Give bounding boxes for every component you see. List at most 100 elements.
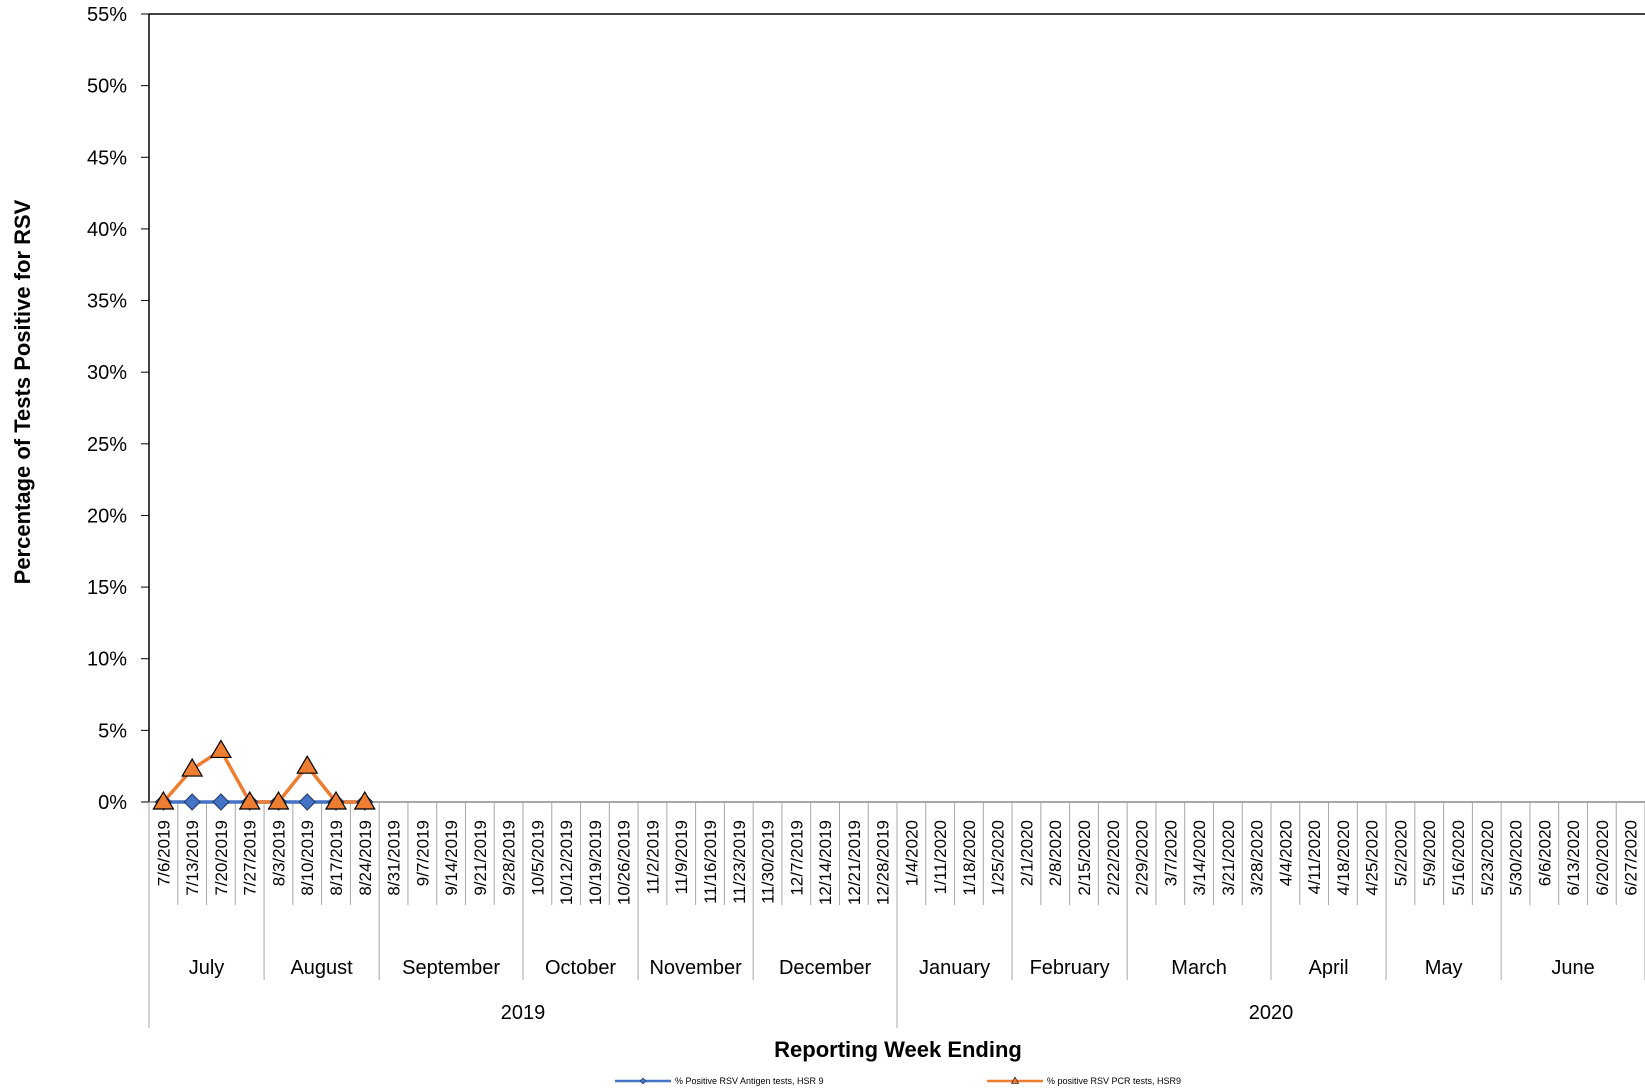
x-tick-label: 5/23/2020	[1478, 820, 1497, 896]
legend: % Positive RSV Antigen tests, HSR 9 % pos…	[615, 1076, 1181, 1086]
x-tick-label: 9/14/2019	[442, 820, 461, 896]
x-tick-label: 12/28/2019	[874, 820, 893, 905]
year-label: 2020	[1249, 1002, 1294, 1024]
x-tick-label: 1/25/2020	[989, 820, 1008, 896]
month-label: December	[779, 957, 872, 979]
x-tick-label: 1/4/2020	[902, 820, 921, 886]
x-tick-label: 11/2/2019	[643, 820, 662, 894]
x-tick-label: 6/13/2020	[1564, 820, 1583, 896]
pcr-point	[238, 790, 261, 810]
y-tick-label: 20%	[87, 505, 127, 527]
x-tick-label: 5/30/2020	[1507, 820, 1526, 896]
plot-frame	[148, 13, 1645, 803]
x-tick-label: 6/20/2020	[1593, 820, 1612, 896]
pcr-point	[324, 790, 348, 810]
month-label: October	[545, 957, 616, 979]
x-tick-label: 12/7/2019	[787, 820, 806, 896]
y-tick-label: 25%	[87, 434, 127, 456]
x-tick-label: 7/13/2019	[183, 820, 202, 896]
pcr-point	[209, 739, 232, 759]
x-tick-label: 8/31/2019	[385, 820, 404, 896]
x-tick-label: 10/12/2019	[557, 820, 576, 905]
x-tick-label: 2/29/2020	[1133, 820, 1152, 896]
x-tick-label: 7/27/2019	[241, 820, 260, 896]
y-axis-title: Percentage of Tests Positive for RSV	[10, 199, 35, 584]
x-axis: 7/6/2019 7/13/2019 7/20/2019 7/27/2019 8/3/2…	[148, 802, 1645, 1028]
month-label: September	[402, 957, 500, 979]
x-tick-label: 3/7/2020	[1161, 820, 1180, 886]
x-tick-label: 4/18/2020	[1334, 820, 1353, 896]
pcr-point	[353, 790, 376, 810]
month-label: November	[649, 957, 742, 979]
x-tick-label: 11/30/2019	[759, 820, 778, 904]
month-label: May	[1425, 957, 1463, 979]
x-tick-label: 11/9/2019	[672, 820, 691, 894]
x-tick-label: 4/4/2020	[1276, 820, 1295, 886]
x-tick-label: 8/10/2019	[298, 820, 317, 896]
x-tick-label: 2/22/2020	[1104, 820, 1123, 896]
y-tick-label: 55%	[87, 4, 127, 26]
antigen-point	[298, 793, 316, 811]
x-tick-label: 12/21/2019	[845, 820, 864, 905]
x-tick-label: 3/21/2020	[1219, 820, 1238, 896]
x-tick-label: 10/19/2019	[586, 820, 605, 905]
year-label: 2019	[501, 1002, 546, 1024]
y-tick-label: 30%	[87, 362, 127, 384]
x-tick-label: 10/26/2019	[615, 820, 634, 905]
x-tick-label: 1/18/2020	[960, 820, 979, 896]
x-tick-label: 11/16/2019	[701, 820, 720, 904]
x-tick-label: 8/17/2019	[327, 820, 346, 896]
x-tick-label: 5/16/2020	[1449, 820, 1468, 896]
y-tick-label: 15%	[87, 577, 127, 599]
x-tick-label: 5/9/2020	[1420, 820, 1439, 886]
legend-label-2: % positive RSV PCR tests, HSR9	[1047, 1076, 1181, 1086]
month-label: June	[1551, 957, 1594, 979]
month-label: April	[1309, 957, 1349, 979]
x-tick-label: 2/1/2020	[1017, 820, 1036, 886]
x-tick-label: 9/28/2019	[500, 820, 519, 896]
y-tick-label: 40%	[87, 219, 127, 241]
legend-label-1: % Positive RSV Antigen tests, HSR 9	[675, 1076, 824, 1086]
month-label: January	[919, 957, 990, 979]
pcr-point	[181, 757, 204, 777]
y-tick-label: 45%	[87, 147, 127, 169]
x-tick-label: 6/27/2020	[1622, 820, 1641, 896]
month-label: August	[290, 957, 353, 979]
y-tick-label: 10%	[87, 649, 127, 671]
x-tick-label: 4/25/2020	[1363, 820, 1382, 896]
x-tick-label: 3/14/2020	[1190, 820, 1209, 896]
y-axis: 0% 5% 10% 15% 20% 25% 30% 35% 40% 45% 50% 55%	[87, 4, 149, 814]
pcr-point	[267, 790, 290, 810]
y-tick-label: 5%	[98, 720, 127, 742]
x-tick-label: 5/2/2020	[1391, 820, 1410, 886]
x-tick-label: 8/24/2019	[356, 820, 375, 896]
month-label: February	[1030, 957, 1110, 979]
x-tick-label: 10/5/2019	[528, 820, 547, 896]
series-line-2	[162, 748, 365, 804]
x-tick-label: 9/21/2019	[471, 820, 490, 896]
antigen-point	[212, 793, 230, 811]
x-axis-title: Reporting Week Ending	[774, 1037, 1022, 1062]
pcr-point	[296, 754, 319, 774]
x-tick-label: 9/7/2019	[413, 820, 432, 886]
month-label: July	[189, 957, 225, 979]
legend-diamond-icon	[639, 1077, 647, 1085]
x-tick-label: 12/14/2019	[816, 820, 835, 905]
y-tick-label: 50%	[87, 76, 127, 98]
x-tick-label: 2/8/2020	[1046, 820, 1065, 886]
series-layer	[152, 739, 376, 811]
y-tick-label: 35%	[87, 291, 127, 313]
antigen-point	[183, 793, 201, 811]
x-tick-label: 2/15/2020	[1075, 820, 1094, 896]
legend-triangle-icon	[1010, 1076, 1020, 1084]
x-tick-label: 1/11/2020	[931, 820, 950, 894]
x-tick-label: 7/6/2019	[154, 820, 173, 886]
x-tick-label: 4/11/2020	[1305, 820, 1324, 894]
x-tick-label: 11/23/2019	[730, 820, 749, 904]
x-tick-label: 3/28/2020	[1248, 820, 1267, 896]
month-label: March	[1171, 957, 1227, 979]
x-tick-label: 8/3/2019	[269, 820, 288, 886]
x-tick-label: 7/20/2019	[212, 820, 231, 896]
y-tick-label: 0%	[98, 792, 127, 814]
